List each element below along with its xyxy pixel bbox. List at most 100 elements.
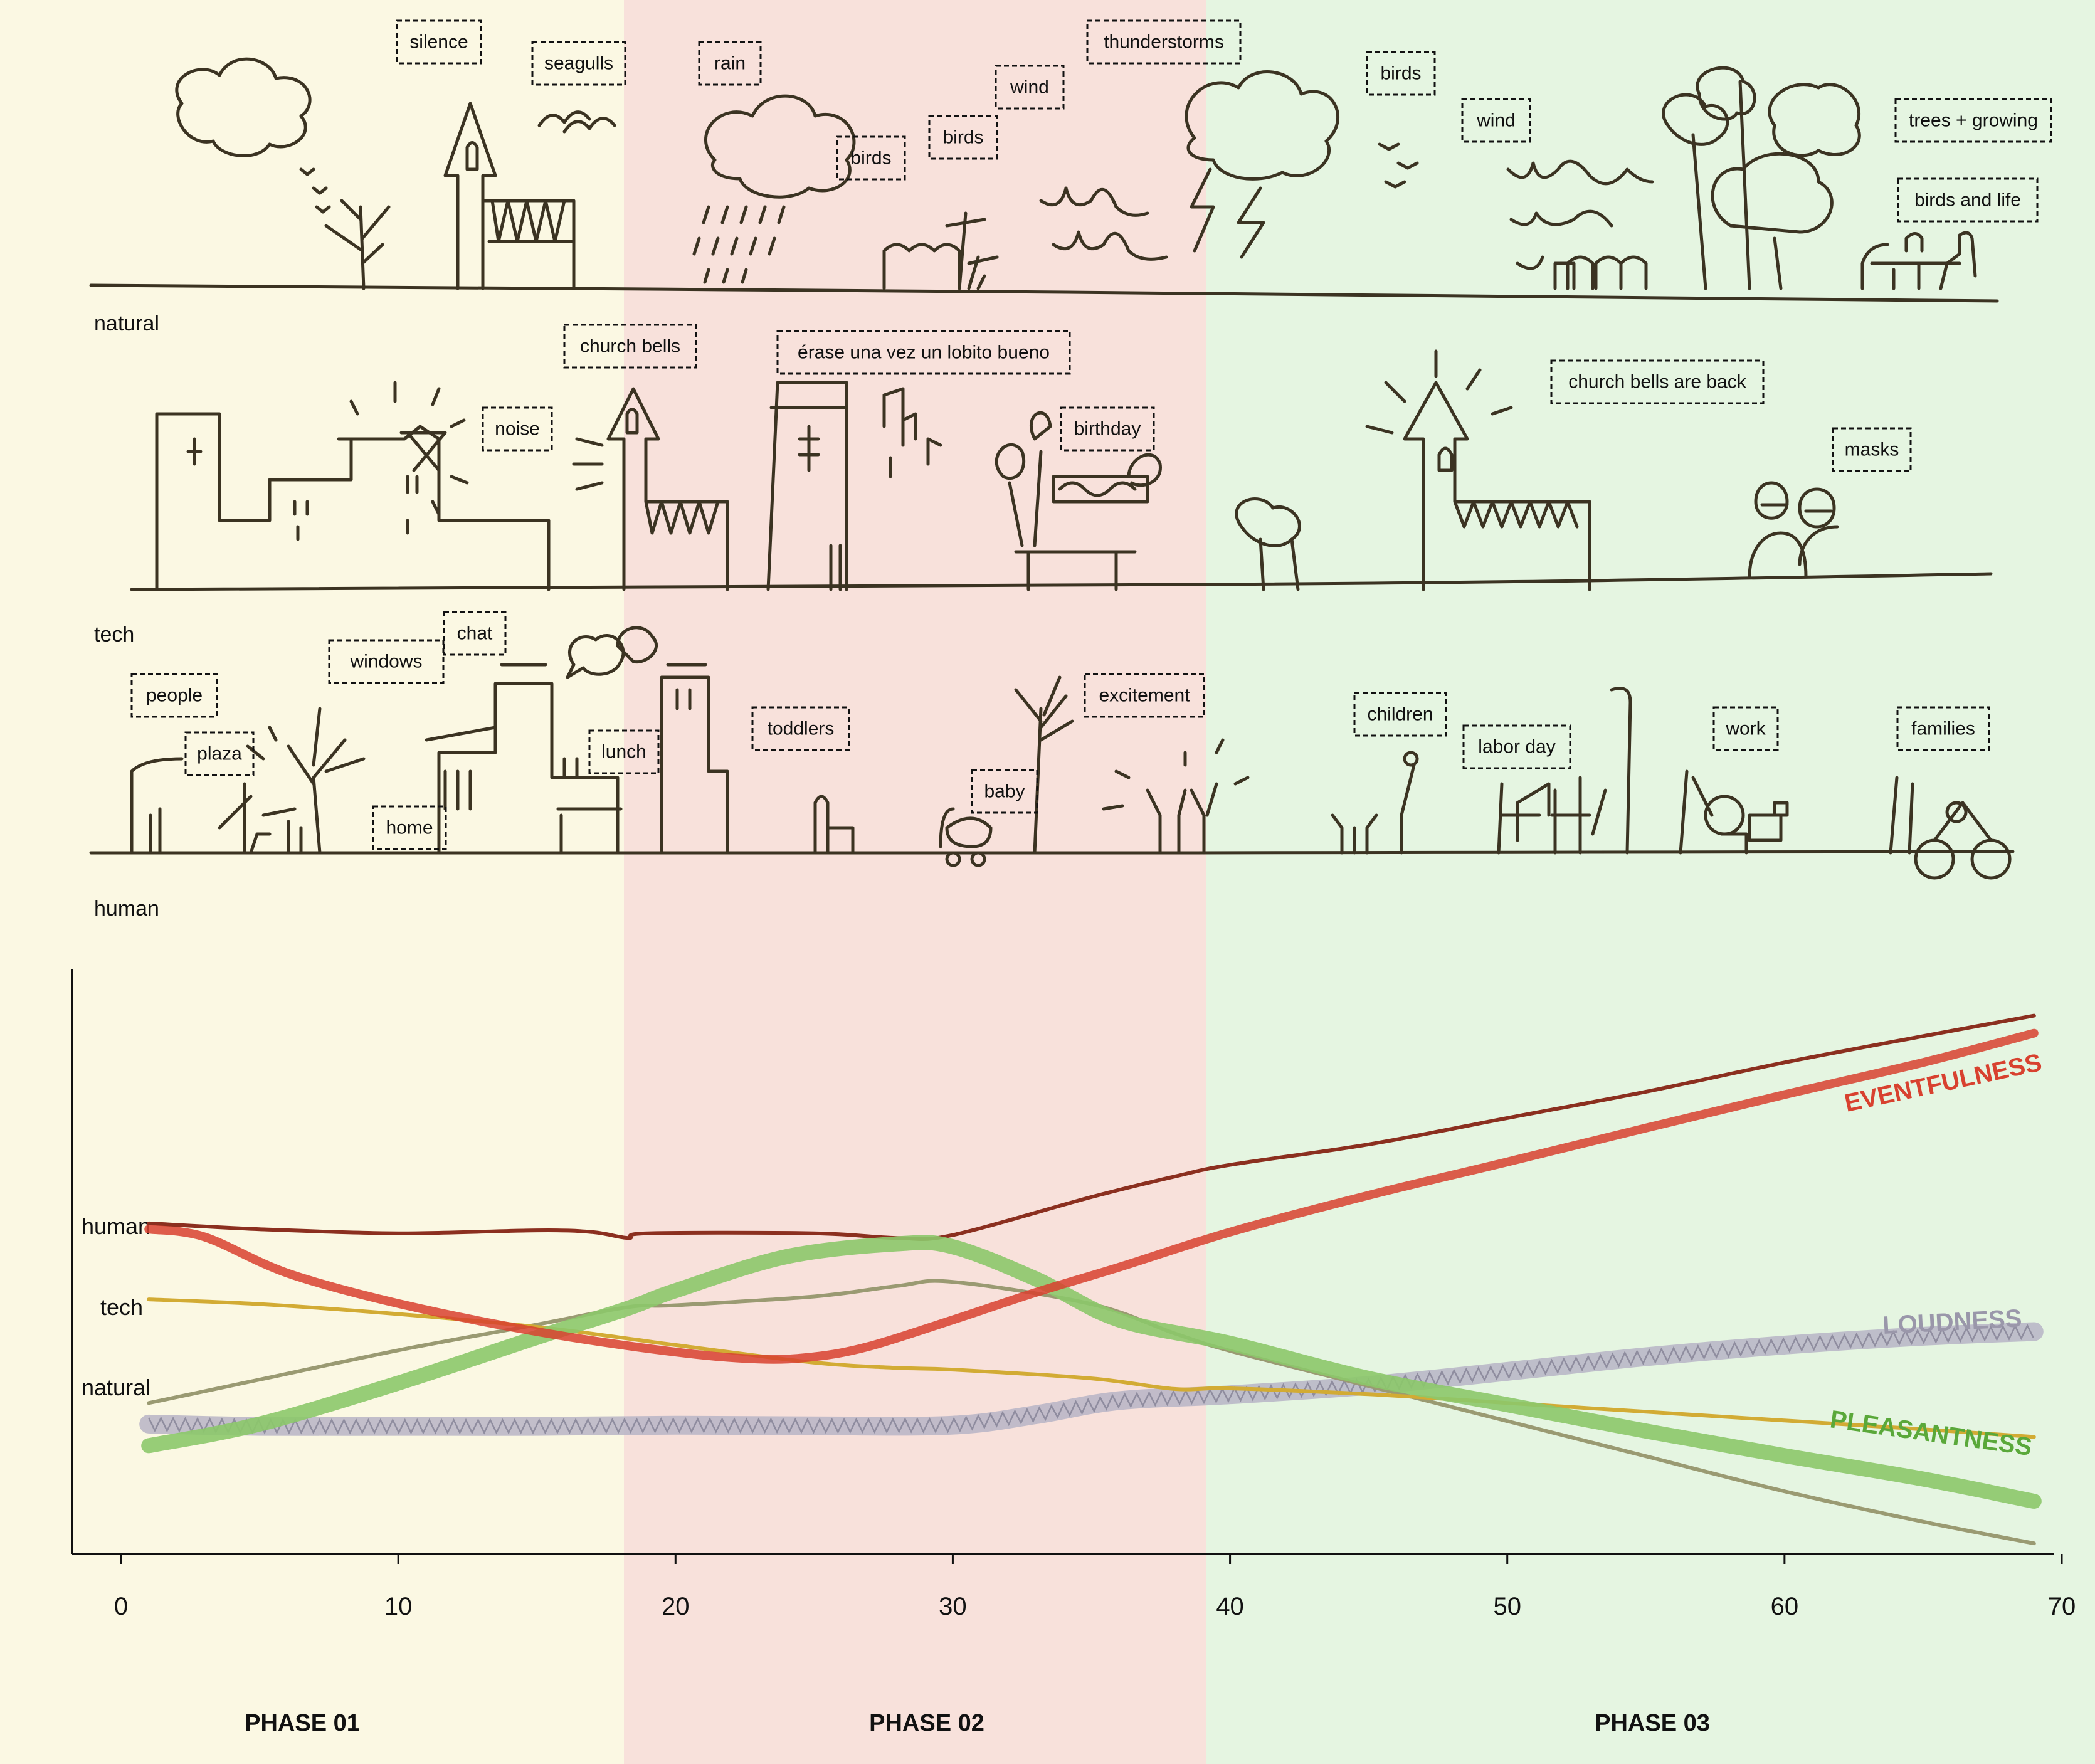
tag-baby: baby (971, 769, 1038, 814)
tag-birthday: birthday (1060, 406, 1155, 452)
tag-birds-2: birds (928, 115, 998, 160)
chat-bubbles-sketch (566, 626, 658, 679)
x-ticks: 0 10 20 30 40 50 60 70 (114, 1554, 2076, 1620)
tag-rain: rain (698, 41, 762, 86)
music-notes-sketch (882, 387, 942, 478)
tag-rain-label: rain (714, 53, 746, 74)
tech-ground-line (130, 572, 1993, 591)
tag-windows: windows (328, 639, 445, 684)
series-line-loudness-texture (148, 1324, 2035, 1435)
x-tick-label: 0 (114, 1593, 128, 1620)
tag-erase-una-vez: érase una vez un lobito bueno (776, 330, 1071, 375)
human-ground-line (89, 850, 2015, 855)
series-line-pleasantness (141, 1235, 2042, 1509)
tag-birds-2-label: birds (942, 127, 983, 148)
row-label-natural: natural (94, 312, 159, 335)
tag-chat-label: chat (457, 623, 493, 644)
stroller-sketch (939, 807, 993, 867)
birds-sketch (299, 110, 616, 214)
tag-church-bells-are-back-label: church bells are back (1568, 372, 1746, 393)
apartment-building-sketch (766, 381, 848, 591)
tag-wind-1: wind (995, 65, 1065, 110)
tag-lunch: lunch (588, 729, 660, 774)
tag-excitement: excitement (1084, 673, 1205, 718)
tag-church-bells-label: church bells (580, 336, 680, 357)
chart-row-label-human: human (82, 1213, 150, 1239)
tag-noise: noise (482, 406, 553, 452)
tag-plaza: plaza (184, 731, 255, 776)
tag-birds-1-label: birds (850, 148, 891, 169)
tag-baby-label: baby (984, 781, 1025, 802)
noise-rays-sketch (337, 381, 469, 535)
phase-label-02: PHASE 02 (869, 1710, 984, 1736)
x-tick-label: 70 (2048, 1593, 2076, 1620)
tag-church-bells: church bells (563, 324, 697, 369)
x-tick-label: 60 (1771, 1593, 1799, 1620)
tag-excitement-label: excitement (1099, 685, 1190, 706)
people-plaza-sketch (130, 726, 303, 855)
birds-sketch-2 (1378, 142, 1419, 189)
human-tags: people plaza windows chat home lunch tod… (130, 611, 1990, 850)
cyclist-sketch (1889, 776, 2012, 880)
tag-silence: silence (396, 19, 482, 65)
tag-children-label: children (1367, 704, 1433, 725)
wind-squiggles-sketch (1039, 186, 1168, 261)
tag-people-label: people (146, 685, 203, 706)
tag-home: home (372, 805, 447, 850)
tag-birds-3: birds (1366, 51, 1436, 96)
tag-wind-2: wind (1461, 98, 1531, 143)
natural-ground-line (89, 283, 1999, 303)
town-sketch (155, 412, 551, 591)
tag-toddlers-label: toddlers (768, 719, 835, 739)
tag-windows-label: windows (349, 652, 422, 672)
tech-tags: church bells noise érase una vez un lobi… (482, 324, 1912, 472)
wind-squiggles-sketch-2 (1506, 159, 1654, 270)
tag-birds-1: birds (836, 135, 906, 181)
tag-seagulls-label: seagulls (544, 53, 613, 74)
toddlers-sketch (813, 795, 855, 855)
tag-birds-3-label: birds (1380, 63, 1421, 84)
tag-wind-2-label: wind (1476, 110, 1516, 131)
bare-tree-sketch (324, 199, 391, 290)
children-sketch (1331, 751, 1419, 855)
x-tick-label: 20 (662, 1593, 690, 1620)
tag-lunch-label: lunch (601, 742, 646, 763)
row-label-human: human (94, 897, 159, 921)
tag-families-label: families (1911, 719, 1975, 739)
tag-work-label: work (1725, 719, 1766, 739)
tag-labor-day-label: labor day (1478, 737, 1555, 758)
x-tick-label: 10 (384, 1593, 413, 1620)
tag-church-bells-are-back: church bells are back (1550, 359, 1765, 404)
tag-children: children (1353, 692, 1447, 737)
small-trees-sketch (1235, 497, 1301, 591)
tree-sketch (287, 707, 366, 855)
tag-erase-una-vez-label: érase una vez un lobito bueno (798, 342, 1050, 363)
sketch-area (89, 57, 2015, 880)
tag-silence-label: silence (409, 32, 468, 53)
people-in-masks-sketch (1748, 481, 1839, 579)
tag-seagulls: seagulls (531, 41, 626, 86)
tag-trees-growing-label: trees + growing (1909, 110, 2038, 131)
labor-day-sketch (1497, 776, 1607, 855)
phase-03-background (1206, 0, 2095, 1764)
series-line-eventfulness (144, 1028, 2039, 1364)
tag-trees-growing: trees + growing (1894, 98, 2052, 143)
phase-01-background (0, 0, 624, 1764)
tag-plaza-label: plaza (197, 744, 242, 764)
tag-thunderstorms-label: thunderstorms (1104, 32, 1224, 53)
tag-work: work (1712, 706, 1779, 751)
chart-row-label-tech: tech (100, 1294, 143, 1320)
series-line-human (147, 1013, 2036, 1242)
tag-birds-and-life: birds and life (1897, 177, 2039, 223)
tag-birthday-label: birthday (1074, 419, 1141, 440)
natural-tags: silence seagulls rain birds birds wind t… (396, 19, 2052, 223)
tag-masks: masks (1832, 427, 1912, 472)
phase-label-03: PHASE 03 (1595, 1710, 1710, 1736)
rain-cloud-sketch (692, 94, 856, 284)
phase-02-background (624, 0, 1206, 1764)
church-tower-sketch (572, 387, 729, 591)
workers-sketch (1679, 769, 1789, 855)
tag-labor-day: labor day (1462, 724, 1571, 769)
tag-people: people (130, 673, 218, 718)
